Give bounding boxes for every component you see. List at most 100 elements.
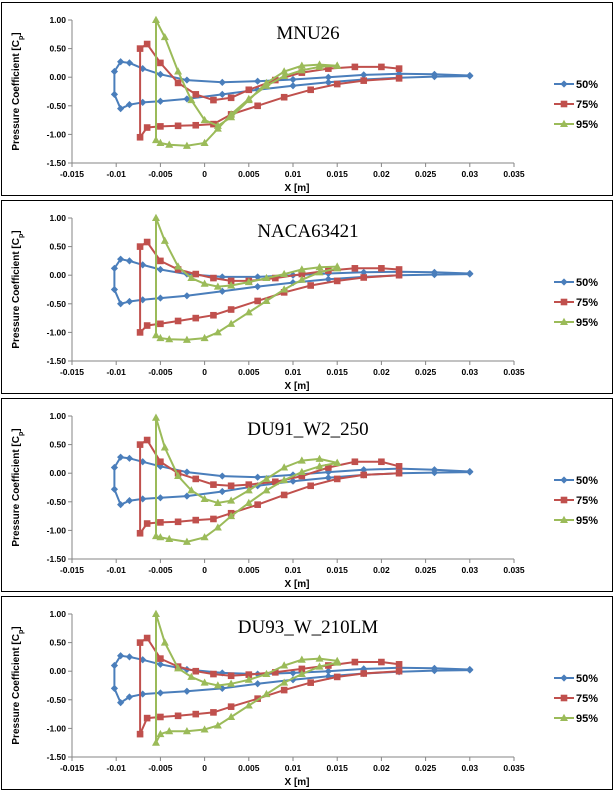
series-2-point xyxy=(272,478,279,486)
series-2-point xyxy=(136,243,144,250)
y-tick-label: -0.50 xyxy=(47,695,67,705)
series-1-point xyxy=(218,78,226,86)
x-tick-label: -0.005 xyxy=(148,169,172,179)
series-1-point xyxy=(218,487,226,496)
series-3-point xyxy=(262,689,271,698)
y-tick-label: 0.00 xyxy=(49,468,66,478)
series-3-point xyxy=(182,141,191,149)
series-2-point xyxy=(210,481,217,488)
chart-panel-2: 1.00 0.50 0.00 -0.50 -1.00 -1.50 -0.015 -0.01 -0… xyxy=(1,200,613,394)
series-2-point xyxy=(174,122,182,130)
series-3-point xyxy=(227,511,236,520)
series-2-point xyxy=(395,271,403,279)
series-3-point xyxy=(174,664,183,672)
series-2-point xyxy=(136,45,144,52)
series-3-point xyxy=(200,279,209,287)
x-tick-label: 0.03 xyxy=(462,565,479,575)
series-3-point xyxy=(227,679,236,687)
series-3-point xyxy=(182,335,191,343)
series-2-point xyxy=(210,670,217,678)
series-1-point xyxy=(117,300,125,308)
series-3-point xyxy=(315,462,324,470)
series-3-point xyxy=(213,681,222,689)
series-1-point xyxy=(117,58,125,66)
series-3-point xyxy=(151,531,160,540)
chart-title: DU93_W_210LM xyxy=(238,617,378,638)
series-2-point xyxy=(360,274,368,281)
legend-3-label: 95% xyxy=(576,713,598,725)
x-tick-label: 0.01 xyxy=(285,367,302,377)
series-2-point xyxy=(360,77,368,84)
series-1-point xyxy=(125,297,134,306)
series-3-point xyxy=(165,534,174,542)
series-3-point xyxy=(200,533,209,541)
legend-1-marker xyxy=(560,674,568,682)
series-2-point xyxy=(136,639,144,646)
series-3-point xyxy=(280,71,289,80)
series-2-point xyxy=(351,265,359,272)
x-tick-label: -0.015 xyxy=(60,367,84,377)
x-tick-label: 0.03 xyxy=(462,169,479,179)
series-1-point xyxy=(125,693,134,701)
x-tick-label: -0.005 xyxy=(148,565,172,575)
series-2-point xyxy=(174,712,182,720)
series-2-point xyxy=(307,482,314,490)
series-2-point xyxy=(210,311,217,319)
series-2-point xyxy=(378,458,385,466)
series-2-point xyxy=(272,669,279,676)
x-tick-label: -0.015 xyxy=(60,763,84,773)
y-tick-label: 1.00 xyxy=(49,15,66,25)
legend-2-label: 75% xyxy=(576,99,598,111)
x-axis-title: X [m] xyxy=(285,183,310,194)
series-2-point xyxy=(192,270,200,278)
series-2-point xyxy=(192,91,200,98)
series-1-point xyxy=(466,270,474,278)
x-tick-label: -0.01 xyxy=(107,763,127,773)
y-tick-label: -1.50 xyxy=(47,356,67,366)
series-2-point xyxy=(210,96,217,104)
y-tick-label: -1.50 xyxy=(47,554,67,564)
series-2-point xyxy=(143,436,151,444)
series-1-point xyxy=(125,257,134,265)
legend-2-marker xyxy=(560,496,568,504)
series-3-point xyxy=(297,265,306,273)
legend-1-label: 50% xyxy=(576,79,598,91)
series-3 xyxy=(151,213,342,343)
x-tick-label: -0.01 xyxy=(107,367,127,377)
x-axis-title: X [m] xyxy=(285,777,310,788)
chart-3-svg: 1.00 0.50 0.00 -0.50 -1.00 -1.50-0.015 -0.01 -0… xyxy=(11,411,598,590)
x-tick-label: 0.035 xyxy=(503,763,525,773)
series-1-point xyxy=(466,666,474,674)
series-3-point xyxy=(244,498,253,506)
series-1-point xyxy=(110,485,119,493)
series-1-point xyxy=(289,75,297,84)
series-3-point xyxy=(182,537,191,545)
series-2-point xyxy=(157,655,164,662)
series-3-point xyxy=(227,281,236,289)
series-3-point xyxy=(333,61,342,69)
legend-2-label: 75% xyxy=(576,693,598,705)
series-2-point xyxy=(227,306,235,313)
chart-2-svg: 1.00 0.50 0.00 -0.50 -1.00 -1.50-0.015 -0.01 -0… xyxy=(11,213,598,392)
x-tick-label: -0.015 xyxy=(60,169,84,179)
series-3-point xyxy=(213,124,222,132)
series-2-point xyxy=(174,317,182,325)
series-3-point xyxy=(333,458,342,466)
chart-title: DU91_W2_250 xyxy=(247,419,368,440)
series-2-point xyxy=(325,464,332,471)
series-1-point xyxy=(254,77,262,85)
series-1-point xyxy=(466,72,474,80)
series-3-point xyxy=(156,138,165,146)
series-1-point xyxy=(110,684,119,692)
chart-1-svg: 1.00 0.50 0.00 -0.50 -1.00 -1.50-0.015 -0.01 -0… xyxy=(11,15,598,194)
series-1-point xyxy=(125,59,134,67)
y-axis-title: Pressure Coefficient [Cp] xyxy=(11,626,25,744)
x-tick-label: 0.02 xyxy=(373,763,390,773)
series-2-point xyxy=(333,277,341,285)
x-tick-label: 0.01 xyxy=(285,169,302,179)
y-tick-label: -1.00 xyxy=(47,525,67,535)
series-3-point xyxy=(160,32,169,41)
series-1-point xyxy=(125,653,134,661)
series-3-point xyxy=(280,661,289,669)
y-tick-label: 0.50 xyxy=(49,44,66,54)
